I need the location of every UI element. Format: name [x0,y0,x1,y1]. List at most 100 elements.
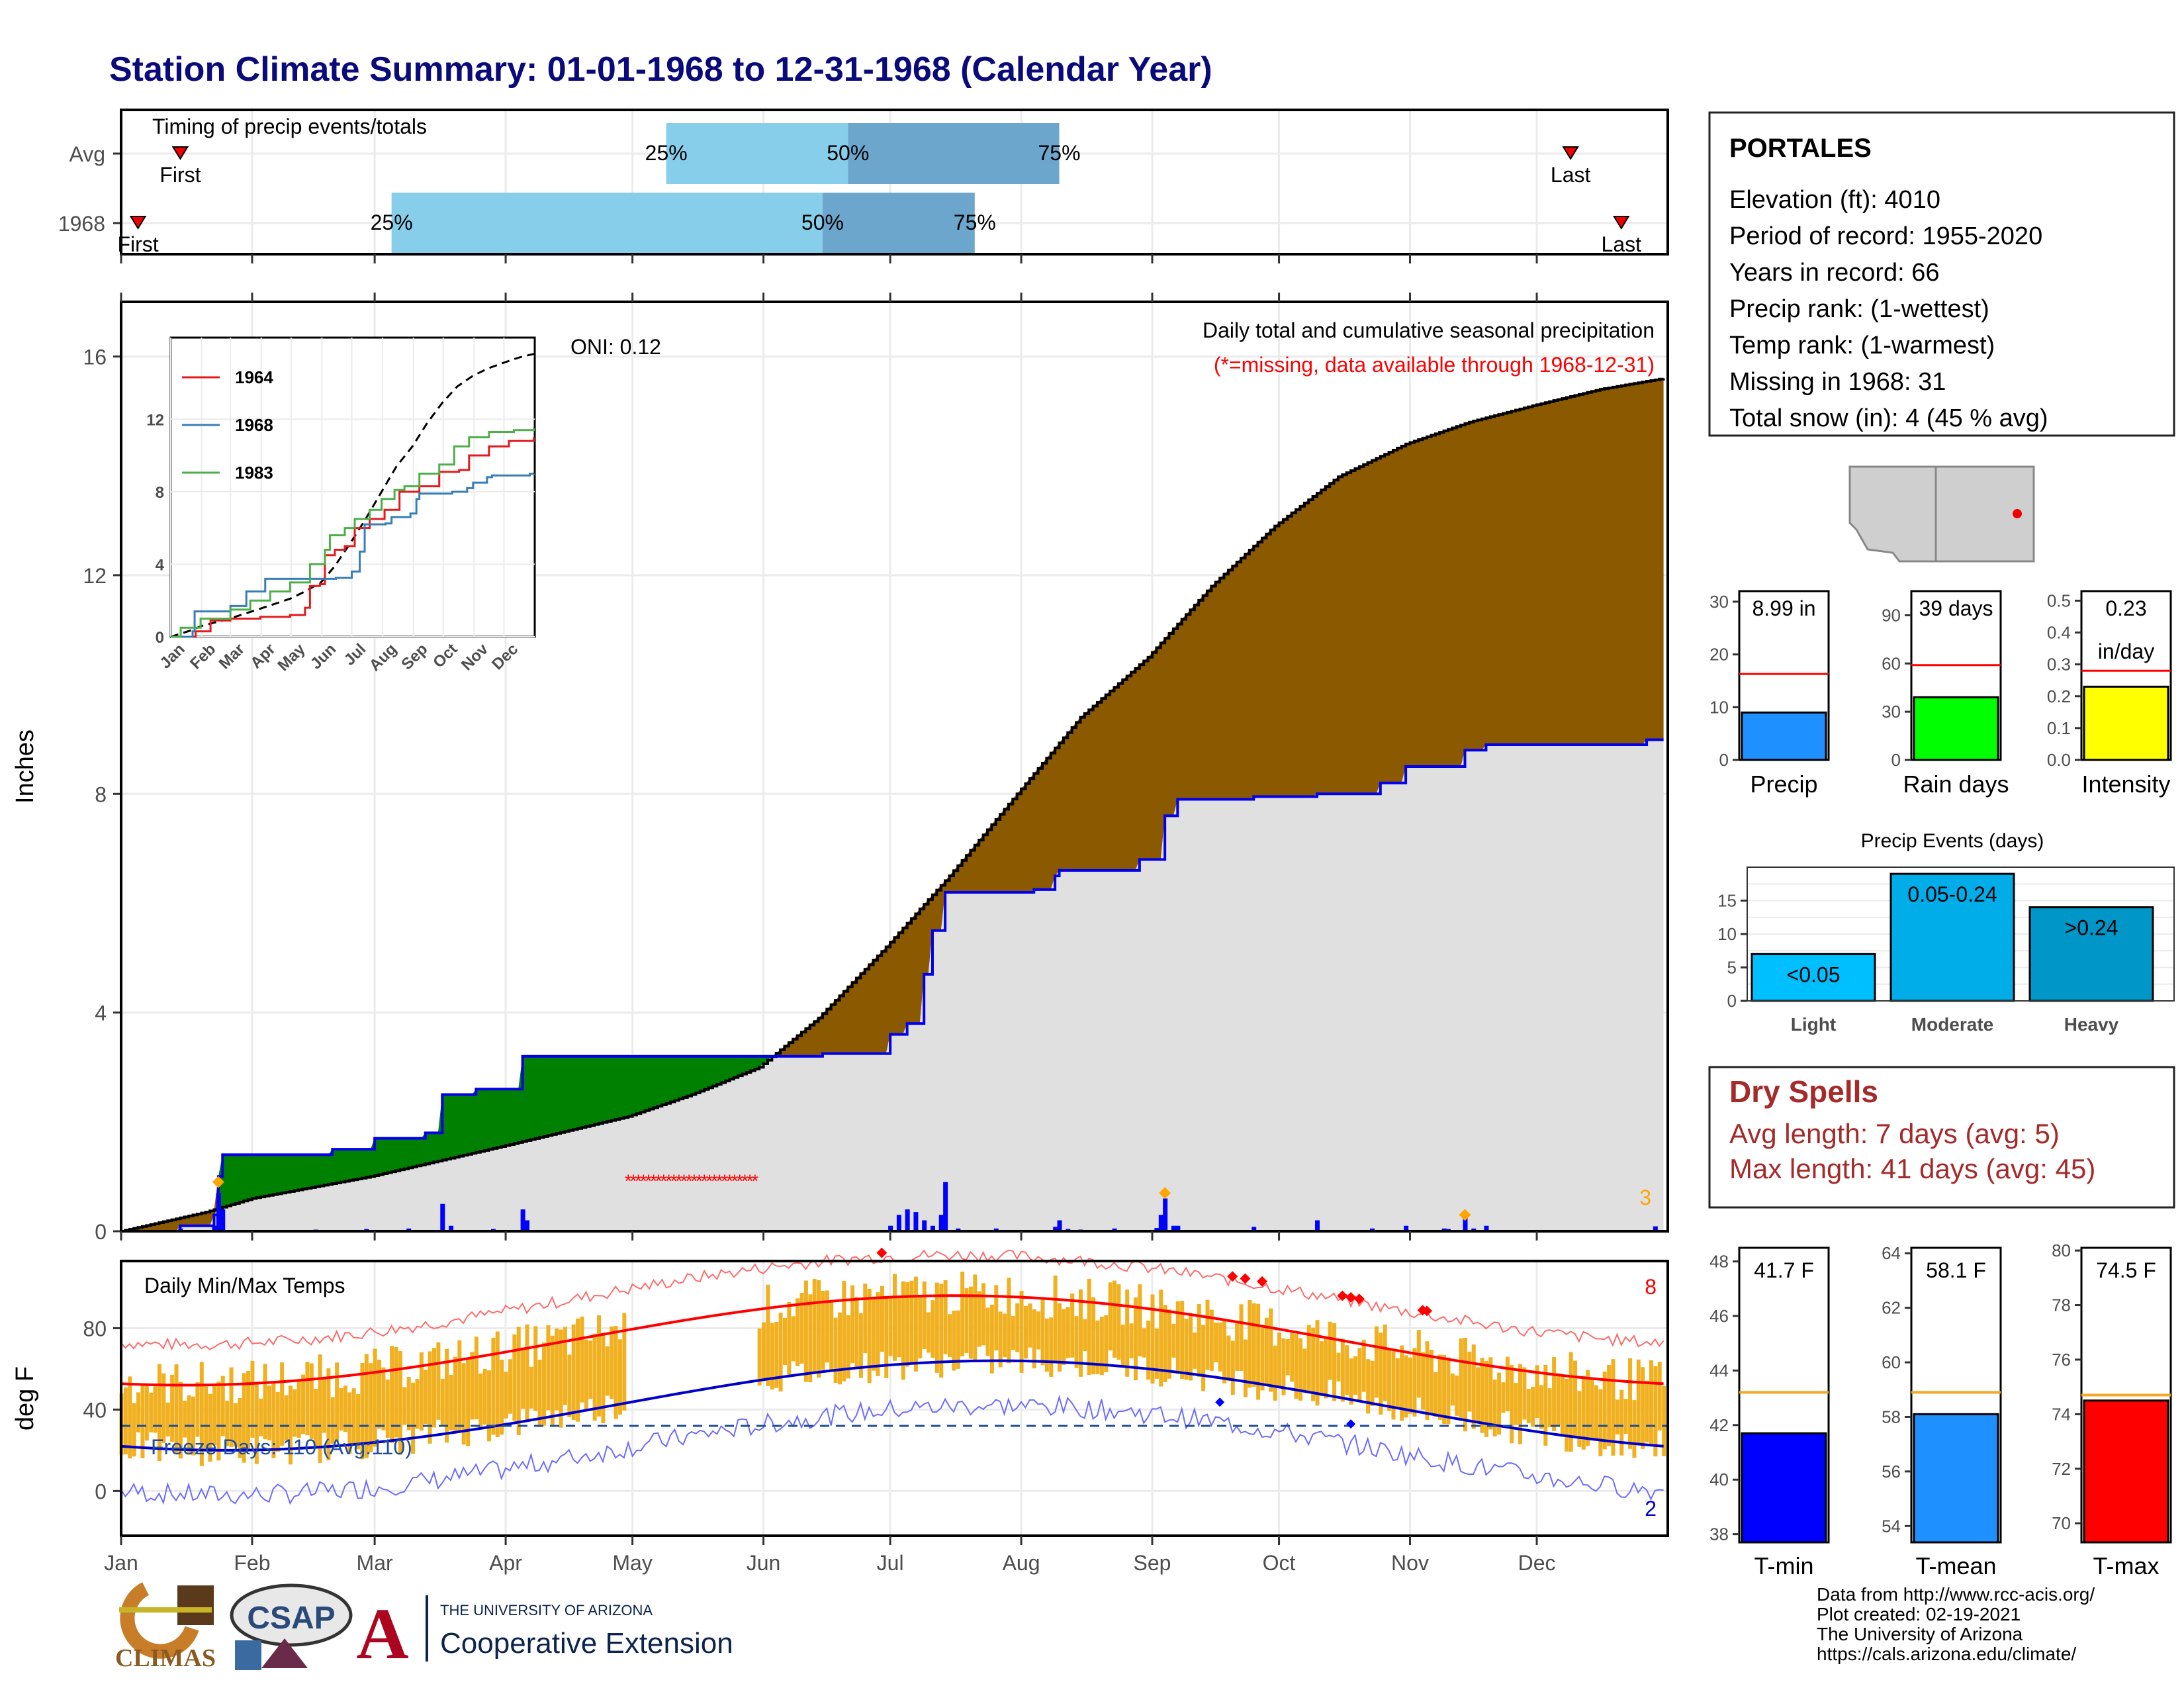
snow-marker [1159,1187,1171,1199]
daily-temp-bar [1083,1319,1087,1352]
missing-marker: * [670,1171,678,1192]
daily-temp-bar [1412,1348,1417,1417]
daily-temp-bar [782,1317,787,1366]
daily-precip-bar [1158,1215,1163,1231]
dry-spells-avg: Avg length: 7 days (avg: 5) [1729,1118,2060,1149]
daily-temp-bar [149,1392,154,1432]
page-title: Station Climate Summary: 01-01-1968 to 1… [109,50,1212,89]
temp-bar-value [2083,1399,2169,1544]
precip-event-ytick: 5 [1727,958,1737,978]
daily-precip-bar [956,1228,961,1231]
daily-temp-bar [381,1367,386,1430]
daily-temp-bar [1256,1303,1261,1400]
temp-ytick: 0 [95,1479,107,1503]
precip-ytick: 16 [83,346,107,369]
daily-precip-bar [1404,1225,1409,1231]
daily-temp-bar [1383,1324,1387,1401]
daily-temp-bar [546,1325,551,1411]
precip-event-ytick: 15 [1717,891,1737,911]
daily-temp-bar [419,1352,424,1431]
temp-bar-ytick: 74 [2052,1404,2071,1424]
daily-temp-bar [1201,1325,1206,1391]
daily-temp-bar [406,1377,411,1430]
daily-temp-bar [948,1314,952,1358]
daily-temp-bar [913,1276,918,1372]
temp-bar-ytick: 64 [1882,1243,1901,1263]
temp-bar-ytick: 62 [1882,1298,1901,1318]
daily-precip-bar [406,1228,412,1231]
inset-ytick: 8 [156,484,164,502]
daily-temp-bar [242,1373,246,1463]
daily-temp-bar [952,1310,956,1371]
daily-temp-bar [808,1294,813,1383]
daily-temp-bar [402,1387,407,1425]
daily-temp-bar [778,1313,783,1392]
daily-temp-bar [178,1382,183,1459]
month-label: Oct [1263,1551,1296,1575]
record-high-marker [1257,1276,1268,1287]
daily-temp-bar [791,1316,796,1362]
temp-bar-ytick: 70 [2052,1513,2071,1533]
daily-temp-bar [1154,1328,1159,1379]
daily-temp-bar [977,1291,981,1347]
daily-temp-bar [1353,1356,1357,1395]
daily-temp-bar [1535,1365,1539,1418]
inset-series-line [171,437,535,638]
daily-precip-bar [520,1209,525,1231]
daily-temp-bar [1531,1386,1535,1427]
ua-logo: A THE UNIVERSITY OF ARIZONA Cooperative … [356,1593,733,1674]
climas-text: CLIMAS [115,1644,216,1672]
daily-temp-bar [529,1366,533,1409]
daily-temp-bar [757,1328,762,1386]
daily-temp-bar [1290,1333,1295,1382]
daily-temp-bar [998,1311,1003,1368]
timing-quantile-label: 50% [801,211,844,234]
daily-temp-bar [140,1385,145,1458]
cumulative-1968-line [121,738,1664,1233]
daily-temp-bar [1653,1366,1658,1457]
daily-temp-bar [1019,1290,1024,1373]
missing-marker: * [665,1171,672,1192]
daily-temp-bar [1518,1364,1523,1444]
oni-value: ONI: 0.12 [570,335,661,359]
summary-bar-ytick: 0.4 [2047,623,2071,643]
daily-temp-bar [854,1297,859,1368]
daily-temp-bar [267,1385,271,1440]
timing-quantile-label: 75% [1038,141,1081,165]
missing-marker: * [635,1171,642,1192]
daily-temp-bar [1138,1284,1142,1357]
precip-ylabel: Inches [11,729,39,804]
missing-marker: * [675,1171,682,1192]
daily-temp-bar [1510,1364,1514,1444]
daily-temp-bar [1294,1334,1298,1399]
summary-bar-value [1913,696,1999,761]
daily-temp-bar [1455,1375,1459,1416]
daily-temp-bar [1078,1289,1083,1377]
daily-temp-bar [766,1284,770,1386]
daily-temp-bar [487,1370,492,1442]
month-label: Mar [357,1551,393,1575]
summary-bar-value [2083,685,2169,761]
summary-bar-value-text: 0.23 [2105,596,2146,620]
month-label: Apr [489,1551,522,1575]
daily-temp-bar [1273,1345,1277,1401]
missing-marker: * [686,1171,693,1192]
missing-marker: * [690,1171,698,1192]
daily-temp-bar [284,1395,289,1441]
daily-temp-bar [1328,1321,1332,1380]
daily-precip-bar [1171,1225,1176,1231]
daily-temp-bar [1463,1338,1468,1432]
daily-temp-bar [1641,1367,1645,1449]
daily-temp-bar [309,1363,314,1439]
daily-temp-bar [571,1324,576,1421]
summary-bar-ytick: 10 [1709,697,1729,717]
daily-precip-bar [938,1215,944,1231]
daily-temp-bar [985,1307,990,1356]
daily-temp-bar [601,1333,606,1424]
daily-temp-bar [597,1315,602,1417]
daily-temp-bar [449,1375,453,1430]
daily-precip-bar [896,1215,901,1231]
daily-temp-bar [1586,1370,1590,1446]
precip-event-range: <0.05 [1787,962,1841,986]
daily-temp-bar [1091,1297,1096,1375]
